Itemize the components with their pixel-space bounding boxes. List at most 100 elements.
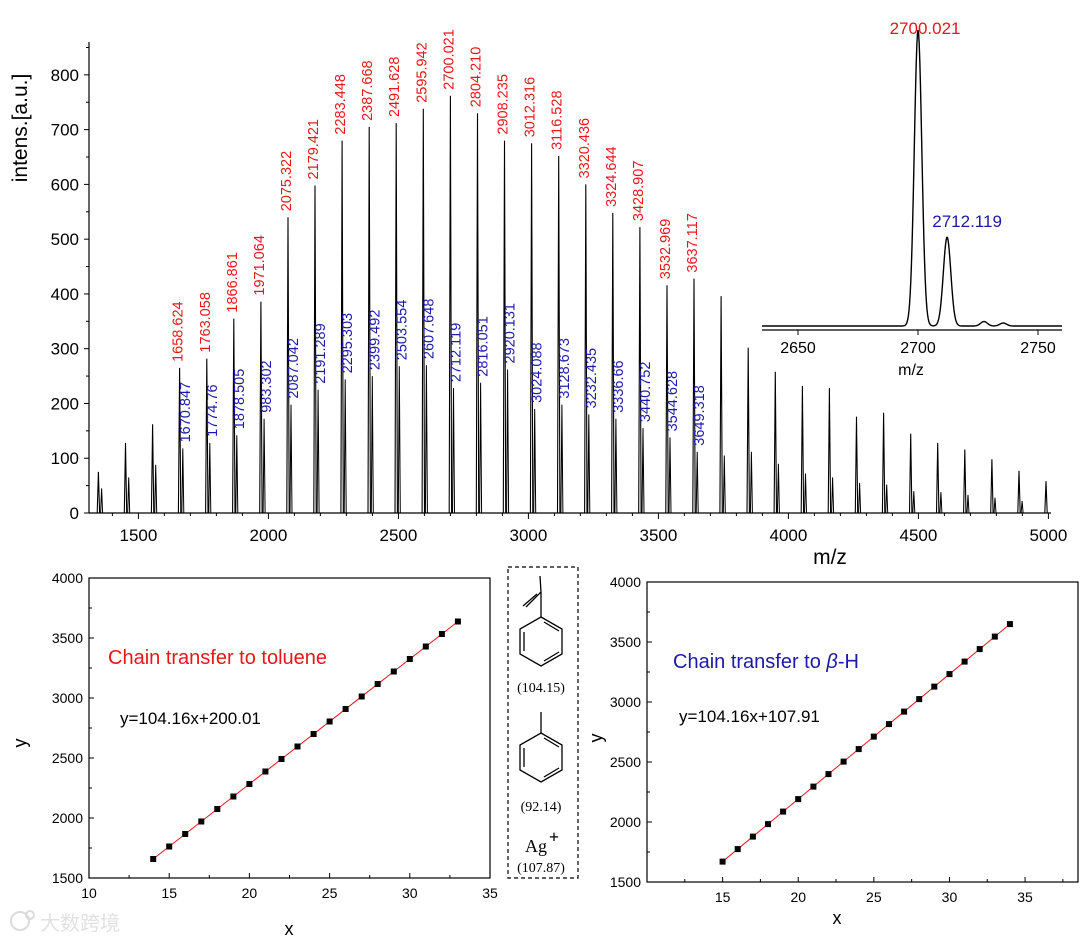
spectrum-x-tick-label: 3500	[639, 526, 677, 545]
blue-peak-label: 2503.554	[394, 300, 410, 360]
spectrum-secondary-peak	[452, 388, 455, 514]
red-peak-label: 3116.528	[550, 90, 566, 149]
fit-toluene-data-point	[262, 768, 269, 775]
spectrum-trace	[89, 95, 1051, 514]
spectrum-peak	[1017, 470, 1021, 514]
spectrum-peak	[827, 388, 832, 514]
fit-betaH-data-point	[780, 808, 787, 815]
spectrum-x-tick-label: 4000	[769, 526, 807, 545]
red-peak-label: 2075.322	[279, 151, 295, 211]
inset-x-tick-label: 2750	[1020, 340, 1056, 357]
spectrum-peak	[990, 459, 994, 514]
spectrum-peak	[475, 113, 480, 514]
red-peak-label: 1763.058	[198, 292, 214, 352]
fit-toluene-frame	[88, 577, 491, 879]
spectrum-secondary-peak	[912, 491, 916, 514]
fit-betaH-x-tick-label: 20	[790, 889, 806, 905]
blue-peak-label: 2607.648	[421, 299, 437, 359]
spectrum-secondary-peak	[587, 414, 591, 514]
fit-toluene-y-tick-label: 2500	[52, 750, 83, 766]
fit-betaH-y-label: y	[586, 734, 606, 743]
spectrum-y-tick-label: 700	[51, 121, 79, 140]
spectrum-peak	[448, 95, 453, 514]
blue-peak-label: 3232.435	[584, 348, 600, 408]
red-peak-label: 2804.210	[469, 47, 485, 107]
spectrum-peak	[692, 278, 696, 514]
spectrum-y-tick-label: 300	[51, 340, 79, 359]
spectrum-secondary-peak	[776, 463, 780, 514]
spectrum-secondary-peak	[181, 448, 185, 514]
spectrum-peak	[800, 385, 805, 514]
spectrum-y-tick-label: 200	[51, 394, 79, 413]
spectrum-x-tick-label: 2500	[379, 526, 417, 545]
spectrum-peak-labels: 1658.624 1763.058 1866.861 1971.064 2075.322…	[171, 29, 709, 445]
fit-betaH-plot: 1500 2000 2500 3000 3500 4000 15 20 25 30 35	[610, 574, 1079, 905]
blue-peak-label: 3336.66	[611, 360, 627, 412]
inset-plot: 2650 2700 2750 2700.021 2712.119	[762, 19, 1062, 357]
spectrum-secondary-peak	[370, 376, 374, 514]
red-peak-label: 3637.117	[685, 213, 701, 272]
blue-peak-label: 1774.76	[205, 384, 221, 436]
spectrum-y-axis-label: intens.[a.u.]	[9, 74, 32, 183]
spectrum-peak	[502, 140, 507, 514]
fit-betaH-data-point	[855, 746, 862, 753]
spectrum-peak	[908, 433, 913, 514]
fit-betaH-y-tick-label: 3000	[610, 694, 641, 710]
spectrum-peak	[638, 227, 642, 514]
red-peak-label: 1658.624	[171, 301, 187, 361]
watermark-logo-dot-icon	[25, 910, 35, 920]
red-peak-label: 2595.942	[414, 42, 430, 102]
red-peak-label: 2491.628	[387, 57, 403, 117]
spectrum-secondary-peak	[695, 451, 699, 514]
blue-peak-label: 1878.505	[232, 369, 248, 429]
styrene-mass: (104.15)	[517, 681, 565, 696]
spectrum-x-axis-label: m/z	[813, 546, 847, 569]
spectrum-peak	[367, 126, 371, 514]
spectrum-x-tick-label: 5000	[1029, 526, 1067, 545]
spectrum-y-tick-label: 600	[51, 175, 79, 194]
spectrum-secondary-peak	[668, 437, 672, 514]
fit-betaH-frame	[646, 581, 1079, 883]
fit-toluene-y-tick-label: 1500	[52, 870, 83, 886]
red-peak-label: 3324.644	[604, 146, 620, 206]
blue-peak-label: 2087.042	[286, 338, 302, 398]
spectrum-y-tick-label: 0	[70, 504, 79, 523]
inset-trace	[762, 29, 1062, 327]
blue-peak-label: 983.302	[259, 360, 275, 412]
spectrum-secondary-peak	[1020, 500, 1024, 514]
silver-mass: (107.87)	[517, 861, 565, 876]
fit-betaH-y-tick-label: 2000	[610, 814, 641, 830]
fit-betaH-y-tick-label: 1500	[610, 874, 641, 890]
spectrum-y-tick-label: 800	[51, 66, 79, 85]
fit-toluene-data-point	[342, 706, 349, 712]
fit-toluene-data-point	[214, 806, 221, 812]
spectrum-peak	[232, 318, 236, 514]
fit-betaH-equation: y=104.16x+107.91	[679, 707, 820, 726]
spectrum-secondary-peak	[722, 455, 726, 514]
spectrum-x-tick-label: 4500	[899, 526, 937, 545]
spectrum-secondary-peak	[100, 488, 104, 514]
silver-ion-symbol: Ag	[525, 836, 547, 856]
red-peak-label: 2387.668	[360, 60, 376, 120]
spectrum-peak	[259, 301, 263, 514]
fit-toluene-data-point	[246, 781, 253, 787]
spectrum-secondary-peak	[289, 404, 293, 514]
fit-chart-toluene: 1500 2000 2500 3000 3500 4000 10 15 20 25 30 35 Cha…	[10, 570, 498, 939]
spectrum-peak	[963, 449, 967, 514]
toluene-structure-icon	[519, 712, 563, 783]
fit-betaH-x-tick-label: 15	[715, 889, 731, 905]
fit-toluene-y-tick-label: 3500	[52, 630, 83, 646]
red-peak-label: 3428.907	[631, 161, 647, 221]
spectrum-axes: 0 100 200 300 400 500 600 700 800 1500 2000 2500 300…	[51, 42, 1067, 545]
fit-toluene-data-point	[278, 756, 285, 762]
spectrum-peak	[421, 108, 426, 514]
spectrum-chart: 1658.624 1763.058 1866.861 1971.064 2075.322…	[9, 29, 1067, 569]
inset-chart: 2650 2700 2750 2700.021 2712.119 m/z	[762, 19, 1062, 379]
spectrum-peak	[881, 412, 886, 514]
red-peak-label: 2283.448	[333, 74, 349, 134]
fit-toluene-data-point	[374, 681, 381, 687]
spectrum-secondary-peak	[506, 369, 510, 514]
fit-betaH-data-point	[795, 796, 802, 803]
spectrum-peak	[611, 212, 615, 514]
spectrum-secondary-peak	[316, 389, 320, 514]
